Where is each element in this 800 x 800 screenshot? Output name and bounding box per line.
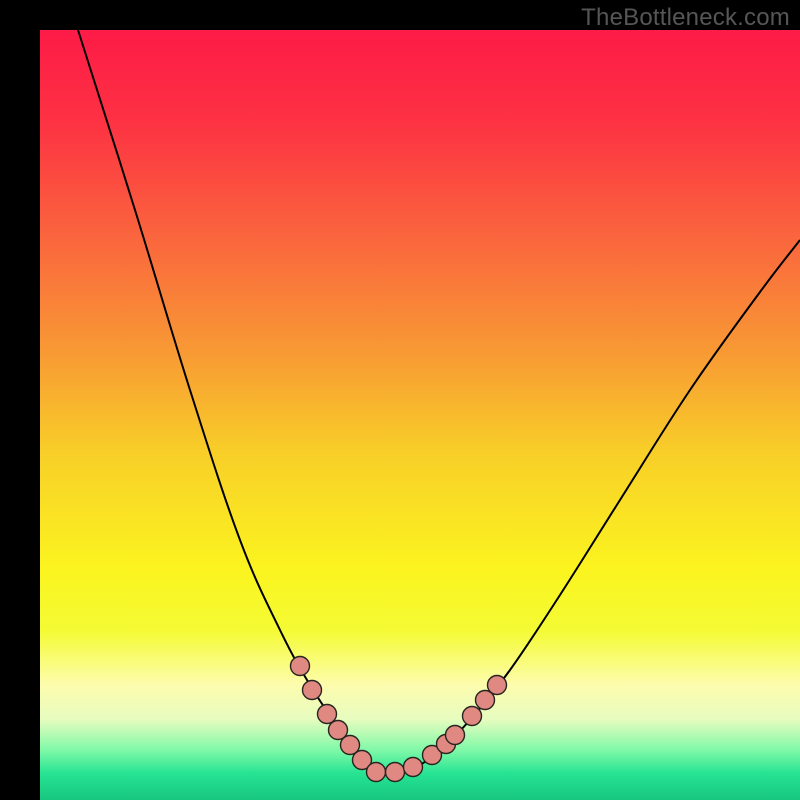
curve-marker [404,758,423,777]
plot-background [40,30,800,800]
curve-marker [386,763,405,782]
bottleneck-chart [0,0,800,800]
curve-marker [446,726,465,745]
curve-marker [291,657,310,676]
chart-canvas: TheBottleneck.com [0,0,800,800]
curve-marker [367,763,386,782]
watermark-text: TheBottleneck.com [581,4,790,32]
curve-marker [318,705,337,724]
curve-marker [488,676,507,695]
curve-marker [303,681,322,700]
curve-marker [463,707,482,726]
